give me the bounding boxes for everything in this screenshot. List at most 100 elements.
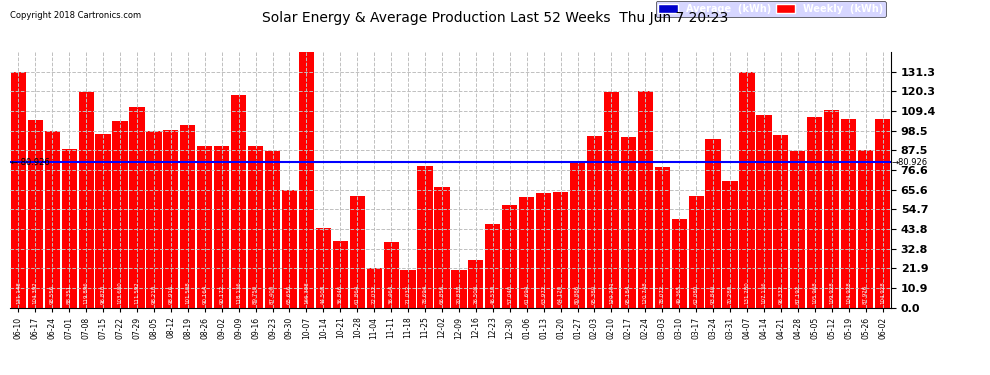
Bar: [824, 110, 840, 308]
Text: 120.748: 120.748: [643, 281, 647, 304]
Text: 120.201: 120.201: [609, 281, 614, 304]
Text: 96.820: 96.820: [101, 285, 106, 304]
Text: Solar Energy & Average Production Last 52 Weeks  Thu Jun 7 20:23: Solar Energy & Average Production Last 5…: [262, 11, 728, 25]
Bar: [11, 72, 26, 308]
Text: ← 80.926: ← 80.926: [11, 158, 50, 166]
Text: 78.072: 78.072: [659, 285, 664, 304]
Text: 63.972: 63.972: [542, 285, 546, 304]
Text: 20.838: 20.838: [456, 285, 461, 304]
Bar: [163, 130, 178, 308]
Text: 57.040: 57.040: [507, 285, 512, 304]
Bar: [502, 205, 518, 308]
Bar: [875, 119, 890, 308]
Text: 105.968: 105.968: [812, 281, 818, 304]
Text: 78.694: 78.694: [423, 285, 428, 304]
Text: 66.856: 66.856: [440, 285, 445, 304]
Bar: [756, 115, 771, 308]
Text: 61.694: 61.694: [524, 285, 530, 304]
Text: 95.184: 95.184: [626, 285, 631, 304]
Bar: [604, 92, 619, 308]
Bar: [688, 196, 704, 308]
Bar: [773, 135, 788, 308]
Bar: [282, 190, 297, 308]
Text: 109.928: 109.928: [830, 281, 835, 304]
Bar: [401, 270, 416, 308]
Bar: [349, 196, 365, 308]
Bar: [333, 242, 347, 308]
Text: 95.380: 95.380: [592, 285, 597, 304]
Bar: [485, 224, 500, 308]
Bar: [807, 117, 823, 308]
Text: 90.164: 90.164: [202, 285, 207, 304]
Bar: [740, 72, 754, 308]
Text: 98.916: 98.916: [168, 285, 173, 304]
Bar: [197, 146, 213, 308]
Text: 89.750: 89.750: [253, 285, 258, 304]
Text: 88.351: 88.351: [66, 285, 71, 304]
Bar: [435, 188, 449, 308]
Bar: [858, 150, 873, 308]
Text: 166.308: 166.308: [304, 281, 309, 304]
Bar: [265, 150, 280, 308]
Bar: [61, 149, 77, 308]
Text: 21.032: 21.032: [406, 285, 411, 304]
Text: 104.392: 104.392: [33, 281, 38, 304]
Bar: [553, 192, 568, 308]
Bar: [383, 242, 399, 308]
Bar: [468, 260, 483, 308]
Text: 93.840: 93.840: [711, 285, 716, 304]
Bar: [654, 167, 670, 308]
Text: 119.896: 119.896: [83, 281, 89, 304]
Bar: [536, 193, 551, 308]
Bar: [621, 136, 636, 308]
Bar: [570, 162, 585, 308]
Bar: [231, 95, 247, 308]
Bar: [214, 146, 230, 308]
Text: 101.508: 101.508: [185, 281, 190, 304]
Text: 131.280: 131.280: [744, 281, 749, 304]
Bar: [366, 268, 382, 308]
Bar: [316, 228, 331, 308]
Text: 62.080: 62.080: [694, 285, 699, 304]
Text: 87.926: 87.926: [863, 285, 868, 304]
Text: 65.656: 65.656: [287, 285, 292, 304]
Text: 104.928: 104.928: [846, 281, 851, 304]
Text: 111.592: 111.592: [135, 281, 140, 304]
Text: 107.136: 107.136: [761, 281, 766, 304]
Bar: [95, 134, 111, 308]
Text: 70.280: 70.280: [728, 285, 733, 304]
Text: 46.530: 46.530: [490, 285, 495, 304]
Bar: [638, 91, 653, 308]
Text: 64.120: 64.120: [558, 285, 563, 304]
Text: 103.680: 103.680: [118, 281, 123, 304]
Bar: [78, 92, 94, 308]
Text: 36.464: 36.464: [389, 285, 394, 304]
Bar: [723, 181, 738, 308]
Bar: [248, 146, 263, 308]
Bar: [587, 136, 602, 308]
Text: Copyright 2018 Cartronics.com: Copyright 2018 Cartronics.com: [10, 11, 141, 20]
Bar: [113, 122, 128, 308]
Text: 87.192: 87.192: [795, 285, 800, 304]
Text: 90.172: 90.172: [219, 285, 224, 304]
Bar: [519, 197, 535, 308]
Text: 49.365: 49.365: [677, 285, 682, 304]
Bar: [790, 151, 806, 308]
Bar: [45, 130, 59, 308]
Bar: [842, 119, 856, 308]
Text: 104.928: 104.928: [880, 281, 885, 304]
Bar: [671, 219, 687, 308]
Text: 131.148: 131.148: [16, 281, 21, 304]
Text: 61.864: 61.864: [354, 285, 359, 304]
Bar: [451, 270, 466, 308]
Text: 80.886: 80.886: [575, 285, 580, 304]
Legend: Average  (kWh), Weekly  (kWh): Average (kWh), Weekly (kWh): [655, 1, 886, 17]
Bar: [130, 107, 145, 308]
Bar: [299, 9, 314, 308]
Bar: [28, 120, 43, 308]
Bar: [706, 139, 721, 308]
Text: 98.556: 98.556: [50, 285, 54, 304]
Bar: [147, 131, 161, 308]
Text: 22.032: 22.032: [371, 285, 377, 304]
Bar: [418, 166, 433, 308]
